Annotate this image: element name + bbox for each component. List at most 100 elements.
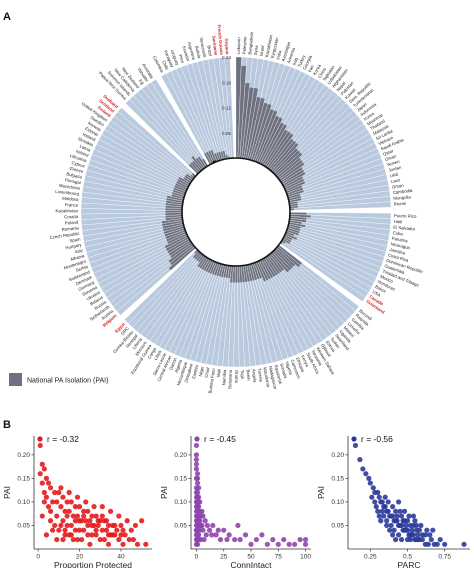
scatter-point <box>107 508 114 514</box>
scatter-point <box>97 536 103 543</box>
scatter-point <box>194 475 201 481</box>
scatter-point <box>373 504 379 510</box>
scatter-point <box>89 513 95 519</box>
country-label: Ecuador <box>181 45 191 62</box>
scatter-point <box>416 527 423 533</box>
country-label: Belize <box>374 284 387 294</box>
scatter-point <box>74 513 81 519</box>
scatter-point <box>379 508 385 514</box>
scatter-point <box>47 518 54 524</box>
country-label: Congo <box>147 346 158 360</box>
scatter-point <box>398 522 405 529</box>
scatter-point <box>413 522 420 529</box>
country-label: Slovakia <box>77 136 94 148</box>
country-label: Oman <box>384 153 397 162</box>
country-label: Jamaica <box>389 247 406 256</box>
scatter-point <box>39 461 45 467</box>
country-label: Zimbabwe <box>183 362 194 383</box>
scatter-point <box>264 541 270 547</box>
scatter-point <box>382 504 388 510</box>
scatter-point <box>83 518 89 524</box>
scatter-point <box>281 536 287 543</box>
country-label: Guyana <box>224 38 230 55</box>
country-label: Equatorial <box>274 364 284 384</box>
x-tick-label: 20 <box>76 554 84 561</box>
country-label: Armenia <box>286 46 296 63</box>
country-label: Haiti <box>394 219 403 225</box>
country-label: Mali <box>216 369 222 377</box>
scatter-point <box>99 513 105 519</box>
scatter-point <box>378 518 384 524</box>
y-tick-label: 0.20 <box>174 452 187 459</box>
scatter-point <box>397 508 403 514</box>
scatter-point <box>50 499 56 505</box>
scatter-point <box>390 504 396 510</box>
country-label: Estonia <box>84 126 99 138</box>
r-marker-point <box>351 436 357 442</box>
country-label: Korea <box>363 111 376 122</box>
country-label: Madagascar <box>268 366 278 391</box>
scatter-point <box>193 527 200 533</box>
country-label: Eritrea <box>325 340 337 354</box>
country-label: Laos <box>391 177 401 184</box>
scatter-point <box>193 466 200 472</box>
scatter-point <box>128 527 134 533</box>
scatter-point <box>58 522 64 529</box>
scatter-point <box>76 527 83 533</box>
y-tick-label: 0.15 <box>17 476 30 483</box>
country-label: Czech Republic <box>49 231 80 240</box>
country-label: Spain <box>69 236 81 243</box>
scatter-point <box>54 499 60 505</box>
scatter-point <box>54 513 60 519</box>
scatter-point <box>209 532 215 538</box>
x-tick-label: 0.75 <box>438 554 451 561</box>
scatter-point <box>134 541 141 547</box>
y-axis-label: PAI <box>316 486 326 499</box>
scatter-point <box>194 489 201 496</box>
scatter-point <box>56 527 62 533</box>
scatter-point <box>194 532 201 538</box>
scatter-point <box>437 536 443 543</box>
y-tick-label: 0.05 <box>17 523 30 530</box>
scatter-point <box>372 499 378 505</box>
country-label: Latvia <box>79 144 92 153</box>
country-label: Nepal <box>335 81 346 93</box>
country-label: Serbia <box>75 264 89 273</box>
scatter-point <box>196 485 202 491</box>
scatter-point <box>395 499 402 505</box>
scatter-point <box>193 442 200 449</box>
scatter-point <box>43 494 50 500</box>
country-label: USA <box>371 289 381 298</box>
scatter-point <box>427 532 433 538</box>
scatter-point <box>194 513 201 519</box>
scatter-point <box>93 527 99 533</box>
scatter-point <box>68 522 74 529</box>
scatter-point <box>124 518 130 524</box>
scatter-point <box>407 536 414 543</box>
scatter-point <box>43 532 50 538</box>
scatter-point <box>390 532 396 538</box>
scatter-point <box>206 527 213 533</box>
country-label: Sudan <box>330 336 342 349</box>
country-label: Kyrgyzstan <box>270 36 280 58</box>
country-label: Yemen <box>386 159 401 168</box>
scatter-point <box>400 518 406 524</box>
scatter-point <box>43 475 50 481</box>
scatter-point <box>120 541 126 547</box>
x-tick-label: 0.5 <box>403 554 412 561</box>
legend-swatch <box>9 373 22 386</box>
scatter-point <box>74 494 81 500</box>
y-axis-label: PAI <box>159 486 169 499</box>
scatter-point <box>406 513 412 519</box>
scatter-point <box>461 541 467 547</box>
country-label: Lithuania <box>69 153 88 164</box>
region-group-sa: ColombiaChileParaguayUruguayPeruEcuadorA… <box>152 24 235 168</box>
y-tick-label: 0.15 <box>174 476 187 483</box>
scatter-panel-3: 0.05 0.10 0.15 0.20 0.25 0.5 0.75 r = -0.56 PARC… <box>316 434 470 568</box>
country-label: Portugal <box>65 177 82 185</box>
scatter-point <box>118 532 124 538</box>
country-label: French Guiana <box>217 24 225 55</box>
scatter-point <box>68 532 74 538</box>
scatter-point <box>196 504 202 510</box>
